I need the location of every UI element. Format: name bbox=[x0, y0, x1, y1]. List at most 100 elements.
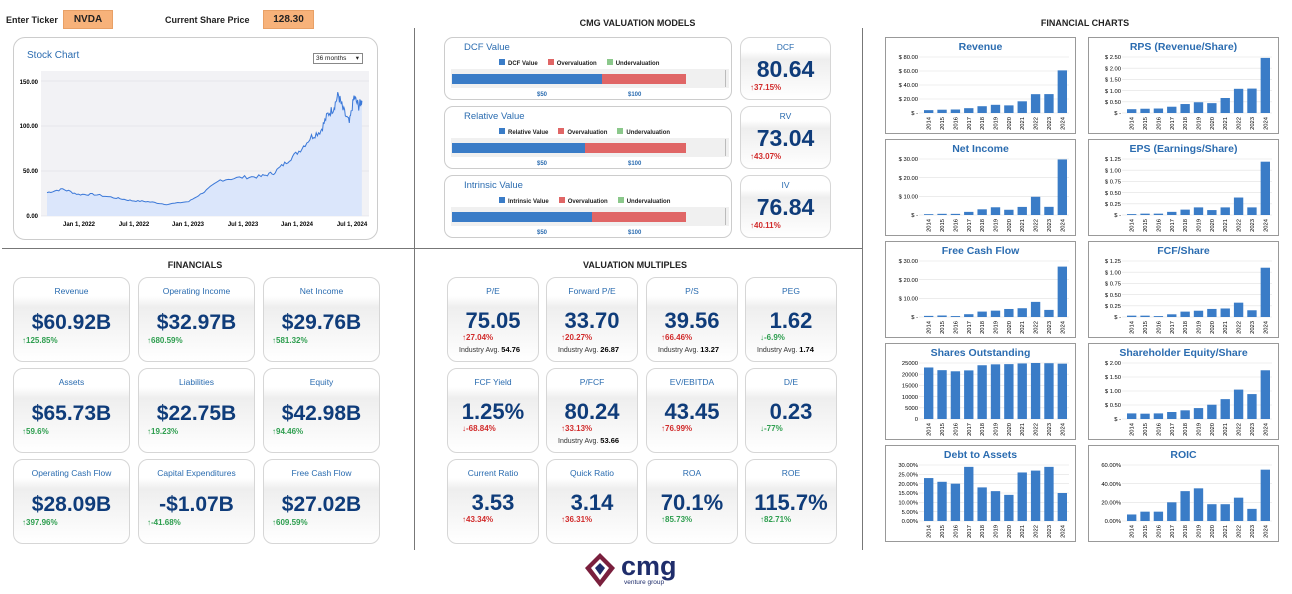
legend-over-label: Overvaluation bbox=[567, 130, 608, 136]
x-tick-label: 2024 bbox=[1263, 524, 1269, 538]
x-tick-label: 2017 bbox=[967, 117, 973, 130]
range-select[interactable]: 36 months ▾ bbox=[313, 53, 363, 64]
data-bar bbox=[1167, 106, 1177, 113]
x-tick-label: 2017 bbox=[1170, 117, 1176, 130]
industry-average-label: Industry Avg. bbox=[459, 347, 500, 354]
card-value: 3.14 bbox=[570, 490, 614, 515]
data-bar bbox=[924, 214, 934, 215]
x-tick-label: 2017 bbox=[967, 321, 973, 334]
card-value: 76.84 bbox=[756, 194, 815, 220]
y-tick-label: $ 40.00 bbox=[899, 83, 918, 89]
x-tick-label: 2020 bbox=[1007, 321, 1013, 334]
data-bar bbox=[1153, 108, 1164, 113]
x-tick-label: 2015 bbox=[940, 423, 946, 436]
y-tick-label: 20.00% bbox=[1101, 501, 1121, 507]
data-bar bbox=[1057, 493, 1067, 521]
card-title: EV/EBITDA bbox=[669, 377, 715, 387]
x-tick: Jan 1, 2023 bbox=[172, 222, 205, 228]
x-tick-label: 2022 bbox=[1034, 423, 1040, 436]
industry-average-value: 13.27 bbox=[700, 345, 720, 354]
vertical-divider-2 bbox=[862, 28, 863, 550]
change-value: 19.23% bbox=[151, 427, 179, 436]
card-value: $29.76B bbox=[281, 311, 362, 334]
financial-bar-chart: FCF/Share $ 1.25 $ 1.00 $ 0.75 $ 0.50 $ 0.25 $… bbox=[1088, 241, 1279, 338]
financial-card: Net Income $29.76B ↑581.32% bbox=[263, 277, 380, 362]
y-tick-label: 60.00% bbox=[1101, 463, 1121, 469]
data-bar bbox=[1030, 196, 1041, 215]
data-bar bbox=[1004, 209, 1014, 215]
legend-over-label: Overvaluation bbox=[556, 61, 597, 67]
data-bar bbox=[1140, 108, 1150, 113]
data-bar bbox=[924, 110, 934, 113]
card-change: ↑82.71% bbox=[760, 515, 791, 524]
industry-average: Industry Avg. 53.66 bbox=[558, 436, 619, 445]
x-tick-label: 2023 bbox=[1047, 321, 1053, 334]
card-title: ROA bbox=[682, 468, 702, 478]
card-value: 75.05 bbox=[465, 308, 521, 333]
change-value: 94.46% bbox=[276, 427, 304, 436]
x-tick-label: 2021 bbox=[1223, 525, 1229, 538]
x-tick-label: 2019 bbox=[994, 117, 1000, 130]
x-tick-label: 2015 bbox=[1143, 219, 1149, 232]
industry-average-label: Industry Avg. bbox=[757, 347, 798, 354]
card-change: ↑581.32% bbox=[272, 336, 308, 345]
card-title: RV bbox=[779, 111, 792, 121]
multiple-card: PEG 1.62 ↓-6.9% Industry Avg. 1.74 bbox=[745, 277, 837, 362]
card-change: ↑40.11% bbox=[750, 221, 781, 230]
x-tick-label: 2020 bbox=[1007, 423, 1013, 436]
x-tick-label: 2019 bbox=[1197, 423, 1203, 436]
chart-title: Net Income bbox=[952, 143, 1009, 155]
y-tick-label: 20.00% bbox=[898, 482, 918, 488]
x-tick-label: 2022 bbox=[1237, 423, 1243, 436]
card-title: Assets bbox=[58, 377, 85, 387]
ticker-input[interactable]: NVDA bbox=[63, 10, 113, 29]
stock-chart-title: Stock Chart bbox=[27, 50, 80, 61]
card-title: P/S bbox=[685, 286, 699, 296]
x-tick-label: 2023 bbox=[1047, 219, 1053, 232]
financial-bar-chart: Shareholder Equity/Share $ 2.00 $ 1.50 $ 1.… bbox=[1088, 343, 1279, 440]
card-value: 33.70 bbox=[564, 308, 620, 333]
model-panel: Intrinsic Value Intrinsic Value Overvaluat… bbox=[444, 175, 732, 238]
x-tick: Jul 1, 2023 bbox=[228, 222, 259, 228]
card-value: 80.64 bbox=[756, 56, 815, 82]
y-tick-label: $ - bbox=[1114, 213, 1121, 219]
financial-card: Revenue $60.92B ↑125.85% bbox=[13, 277, 130, 362]
data-bar bbox=[1193, 408, 1204, 419]
legend-swatch bbox=[558, 197, 565, 203]
data-bar bbox=[1127, 109, 1137, 113]
x-tick-label: 2015 bbox=[1143, 525, 1149, 538]
industry-average: Industry Avg. 13.27 bbox=[658, 345, 719, 354]
x-tick-label: 2022 bbox=[1034, 321, 1040, 334]
model-title: Relative Value bbox=[464, 111, 525, 122]
card-value: $27.02B bbox=[281, 493, 362, 516]
x-tick-label: 2024 bbox=[1060, 116, 1066, 130]
overvaluation-bar bbox=[585, 143, 686, 153]
data-bar bbox=[1233, 197, 1244, 215]
card-change: ↑43.34% bbox=[462, 515, 493, 524]
arrow-up-icon: ↑ bbox=[147, 518, 151, 527]
y-tick-label: $ 2.50 bbox=[1105, 55, 1121, 61]
change-value: 680.59% bbox=[151, 336, 183, 345]
axis-tick-label: $100 bbox=[628, 161, 642, 167]
data-bar bbox=[924, 478, 934, 521]
logo-subtext: venture group bbox=[624, 579, 665, 586]
multiple-card: Quick Ratio 3.14 ↑36.31% bbox=[546, 459, 638, 544]
x-tick-label: 2021 bbox=[1020, 525, 1026, 538]
financial-bar-chart: RPS (Revenue/Share) $ 2.50 $ 2.00 $ 1.50 $ 1… bbox=[1088, 37, 1279, 134]
change-value: 581.32% bbox=[276, 336, 308, 345]
y-tick-label: $ 0.50 bbox=[1105, 191, 1121, 197]
change-value: 66.46% bbox=[665, 333, 693, 342]
card-value: 1.25% bbox=[461, 399, 525, 424]
x-tick-label: 2021 bbox=[1223, 117, 1229, 130]
arrow-up-icon: ↑ bbox=[462, 515, 466, 524]
y-tick-label: $ 0.50 bbox=[1105, 293, 1121, 299]
x-tick-label: 2016 bbox=[953, 117, 959, 130]
data-bar bbox=[950, 483, 961, 521]
card-change: ↓-6.9% bbox=[760, 333, 785, 342]
data-bar bbox=[1207, 210, 1217, 215]
data-bar bbox=[1180, 209, 1190, 215]
card-change: ↑66.46% bbox=[661, 333, 692, 342]
financials-heading: FINANCIALS bbox=[167, 260, 223, 270]
multiple-card: Current Ratio 3.53 ↑43.34% bbox=[447, 459, 539, 544]
data-bar bbox=[1044, 206, 1054, 215]
